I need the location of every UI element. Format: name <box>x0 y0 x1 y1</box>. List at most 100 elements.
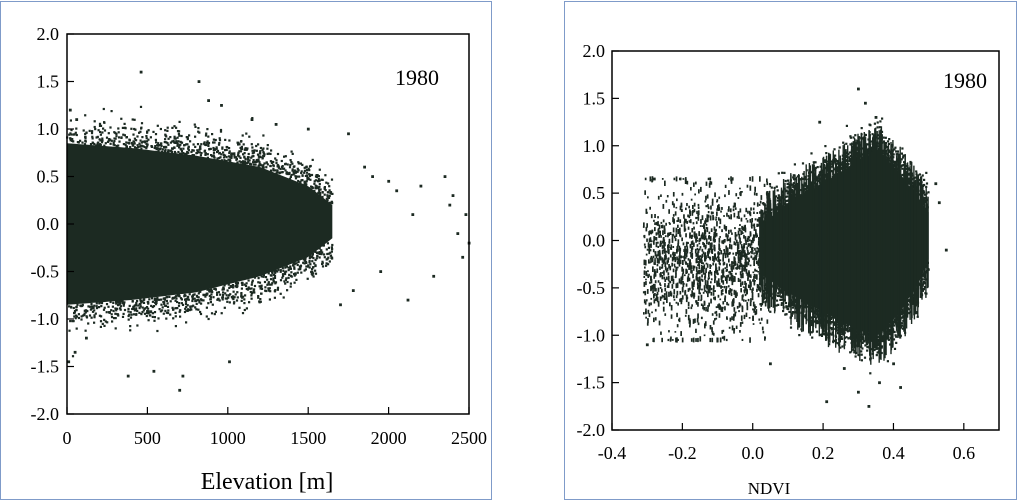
data-point <box>681 255 683 258</box>
data-point <box>902 164 905 167</box>
data-point <box>892 362 895 366</box>
data-point <box>286 289 289 292</box>
data-point <box>716 208 718 211</box>
data-point <box>167 149 170 152</box>
data-point <box>722 329 725 333</box>
data-point <box>281 165 284 168</box>
data-point <box>724 289 727 291</box>
data-point <box>306 127 310 131</box>
data-point <box>722 306 724 309</box>
data-point <box>311 268 314 271</box>
data-point <box>211 291 214 294</box>
data-point <box>230 154 233 157</box>
data-point <box>673 295 675 299</box>
data-point <box>129 146 132 149</box>
data-point <box>328 185 331 188</box>
data-point <box>719 337 722 343</box>
data-point <box>664 278 667 282</box>
data-point <box>719 298 722 301</box>
data-point <box>681 266 683 272</box>
data-point <box>271 272 274 275</box>
data-point <box>132 140 135 143</box>
data-point <box>267 281 270 284</box>
data-point <box>95 307 99 310</box>
data-point <box>241 134 244 137</box>
data-point <box>745 258 747 263</box>
data-point <box>762 202 765 206</box>
data-point <box>267 287 270 290</box>
data-point <box>73 310 77 313</box>
data-point <box>114 327 117 330</box>
data-point <box>253 291 256 294</box>
data-point <box>92 306 95 309</box>
data-point <box>217 291 220 294</box>
data-point <box>240 140 243 143</box>
data-point <box>247 156 250 159</box>
x-tick-label: 0.4 <box>882 443 905 463</box>
data-point <box>710 291 713 296</box>
data-point <box>712 211 714 214</box>
data-point <box>792 176 795 179</box>
data-point <box>308 169 311 172</box>
data-point <box>166 305 170 308</box>
data-point <box>762 330 765 334</box>
data-point <box>293 169 296 172</box>
data-point <box>671 234 674 239</box>
data-point <box>85 131 88 134</box>
data-point <box>680 203 683 208</box>
data-point <box>297 268 300 271</box>
data-point <box>69 139 72 142</box>
data-point <box>226 289 229 292</box>
data-point <box>136 135 139 138</box>
data-point <box>305 165 308 168</box>
data-point <box>251 155 254 158</box>
data-point <box>217 297 220 300</box>
data-point <box>762 247 765 250</box>
data-point <box>327 246 331 249</box>
data-point <box>160 144 163 148</box>
data-point <box>693 231 696 235</box>
data-point <box>752 237 754 242</box>
data-point <box>211 303 214 306</box>
data-point <box>845 124 848 127</box>
data-point <box>704 321 707 327</box>
data-point <box>706 227 709 233</box>
data-point <box>686 263 689 268</box>
data-point <box>845 165 848 169</box>
data-point <box>728 216 731 220</box>
data-point <box>117 131 120 134</box>
data-point <box>707 251 709 254</box>
data-point <box>662 259 665 265</box>
data-point <box>739 187 741 190</box>
data-point <box>319 188 322 191</box>
data-point <box>734 261 737 266</box>
data-point <box>141 311 144 314</box>
data-point <box>703 223 705 229</box>
data-point <box>308 261 311 264</box>
data-point <box>656 268 659 273</box>
data-point <box>258 285 261 288</box>
data-point <box>286 172 289 176</box>
data-point <box>234 293 237 296</box>
data-point <box>277 268 280 271</box>
data-point <box>670 275 673 281</box>
data-point <box>654 214 656 218</box>
data-point <box>244 157 247 160</box>
data-point <box>150 304 153 307</box>
data-point <box>739 330 741 333</box>
data-point <box>705 220 708 223</box>
data-point <box>738 250 740 256</box>
data-point <box>303 169 306 172</box>
data-point <box>708 302 710 307</box>
data-point <box>705 262 708 265</box>
data-point <box>642 226 645 228</box>
data-point <box>755 269 758 272</box>
data-point <box>315 187 318 190</box>
data-point <box>719 259 722 262</box>
data-point <box>704 276 706 280</box>
data-point <box>130 127 133 130</box>
data-point <box>691 252 694 258</box>
data-point <box>677 217 680 222</box>
data-point <box>759 322 762 325</box>
data-point <box>711 331 714 335</box>
